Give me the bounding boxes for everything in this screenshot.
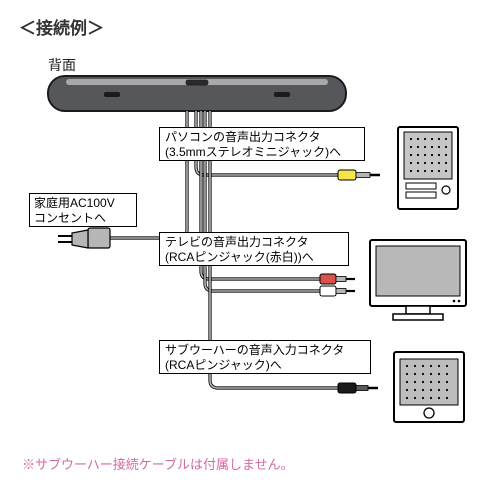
ac-label-line2: コンセントへ <box>34 211 132 226</box>
pc-label-line1: パソコンの音声出力コネクタ <box>165 130 359 145</box>
sub-label-line2: (RCAピンジャック)へ <box>165 358 365 373</box>
diagram-title: ＜接続例＞ <box>19 14 104 39</box>
subwoofer-icon <box>394 352 464 422</box>
pc-label-box: パソコンの音声出力コネクタ (3.5mmステレオミニジャック)へ <box>159 127 365 161</box>
ac-label-box: 家庭用AC100V コンセントへ <box>29 193 137 227</box>
pc-label-line2: (3.5mmステレオミニジャック)へ <box>165 145 359 160</box>
sub-label-line1: サブウーハーの音声入力コネクタ <box>165 343 365 358</box>
pc-tower-icon <box>398 127 458 209</box>
footnote: ※サブウーハー接続ケーブルは付属しません。 <box>22 454 294 473</box>
ac-plug-icon <box>58 228 110 248</box>
rca-white-plug-icon <box>320 286 355 296</box>
tv-label-box: テレビの音声出力コネクタ (RCAピンジャック(赤白))へ <box>159 232 349 266</box>
diagram-canvas: ＜接続例＞ 背面 <box>0 0 500 500</box>
tv-monitor-icon <box>370 240 466 320</box>
minijack-plug-icon <box>338 170 380 180</box>
tv-label-line2: (RCAピンジャック(赤白))へ <box>165 250 343 265</box>
rca-black-plug-icon <box>338 383 378 393</box>
tv-label-line1: テレビの音声出力コネクタ <box>165 235 343 250</box>
rca-red-plug-icon <box>320 274 355 284</box>
rear-label: 背面 <box>48 55 76 75</box>
ac-label-line1: 家庭用AC100V <box>34 196 132 211</box>
sub-label-box: サブウーハーの音声入力コネクタ (RCAピンジャック)へ <box>159 340 371 374</box>
